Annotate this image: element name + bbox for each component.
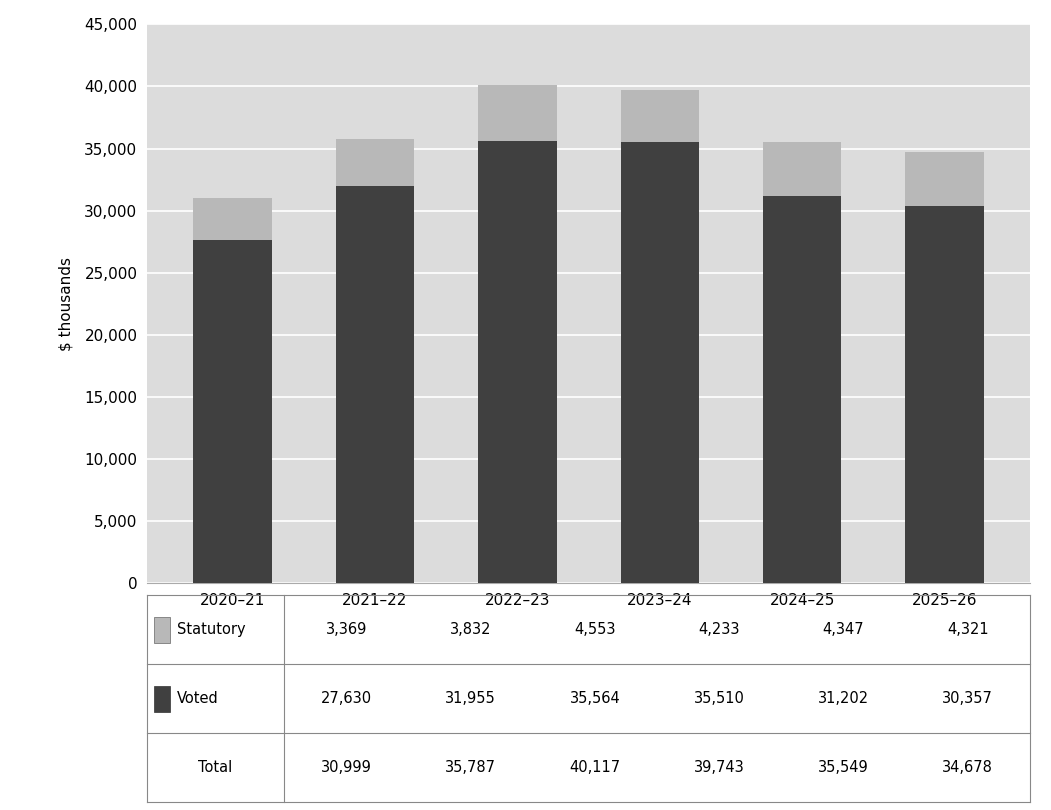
Text: Total: Total xyxy=(199,760,232,775)
Text: 34,678: 34,678 xyxy=(943,760,993,775)
Bar xyxy=(154,685,170,712)
Text: 27,630: 27,630 xyxy=(321,691,372,706)
Bar xyxy=(193,240,272,583)
Text: 30,999: 30,999 xyxy=(321,760,372,775)
Text: 3,832: 3,832 xyxy=(450,622,491,637)
Text: 35,564: 35,564 xyxy=(570,691,620,706)
Text: Voted: Voted xyxy=(178,691,219,706)
Bar xyxy=(763,196,841,583)
Text: 3,369: 3,369 xyxy=(326,622,367,637)
Bar xyxy=(620,90,699,143)
Bar xyxy=(478,142,557,583)
Bar xyxy=(193,198,272,240)
Text: 4,347: 4,347 xyxy=(823,622,864,637)
Bar xyxy=(620,143,699,583)
Bar xyxy=(905,152,984,207)
Text: 35,549: 35,549 xyxy=(818,760,869,775)
Text: 4,553: 4,553 xyxy=(574,622,616,637)
Text: 35,787: 35,787 xyxy=(445,760,496,775)
Bar xyxy=(336,186,414,583)
Bar xyxy=(763,142,841,196)
Bar xyxy=(154,616,170,643)
Text: 35,510: 35,510 xyxy=(694,691,744,706)
Bar xyxy=(478,85,557,142)
Y-axis label: $ thousands: $ thousands xyxy=(58,257,74,351)
Text: 4,233: 4,233 xyxy=(699,622,740,637)
Text: 30,357: 30,357 xyxy=(943,691,993,706)
Bar xyxy=(905,207,984,583)
Text: 40,117: 40,117 xyxy=(570,760,620,775)
Text: Statutory: Statutory xyxy=(178,622,246,637)
Bar xyxy=(336,139,414,186)
Text: 39,743: 39,743 xyxy=(694,760,744,775)
Text: 4,321: 4,321 xyxy=(947,622,989,637)
Text: 31,202: 31,202 xyxy=(818,691,869,706)
Text: 31,955: 31,955 xyxy=(446,691,496,706)
